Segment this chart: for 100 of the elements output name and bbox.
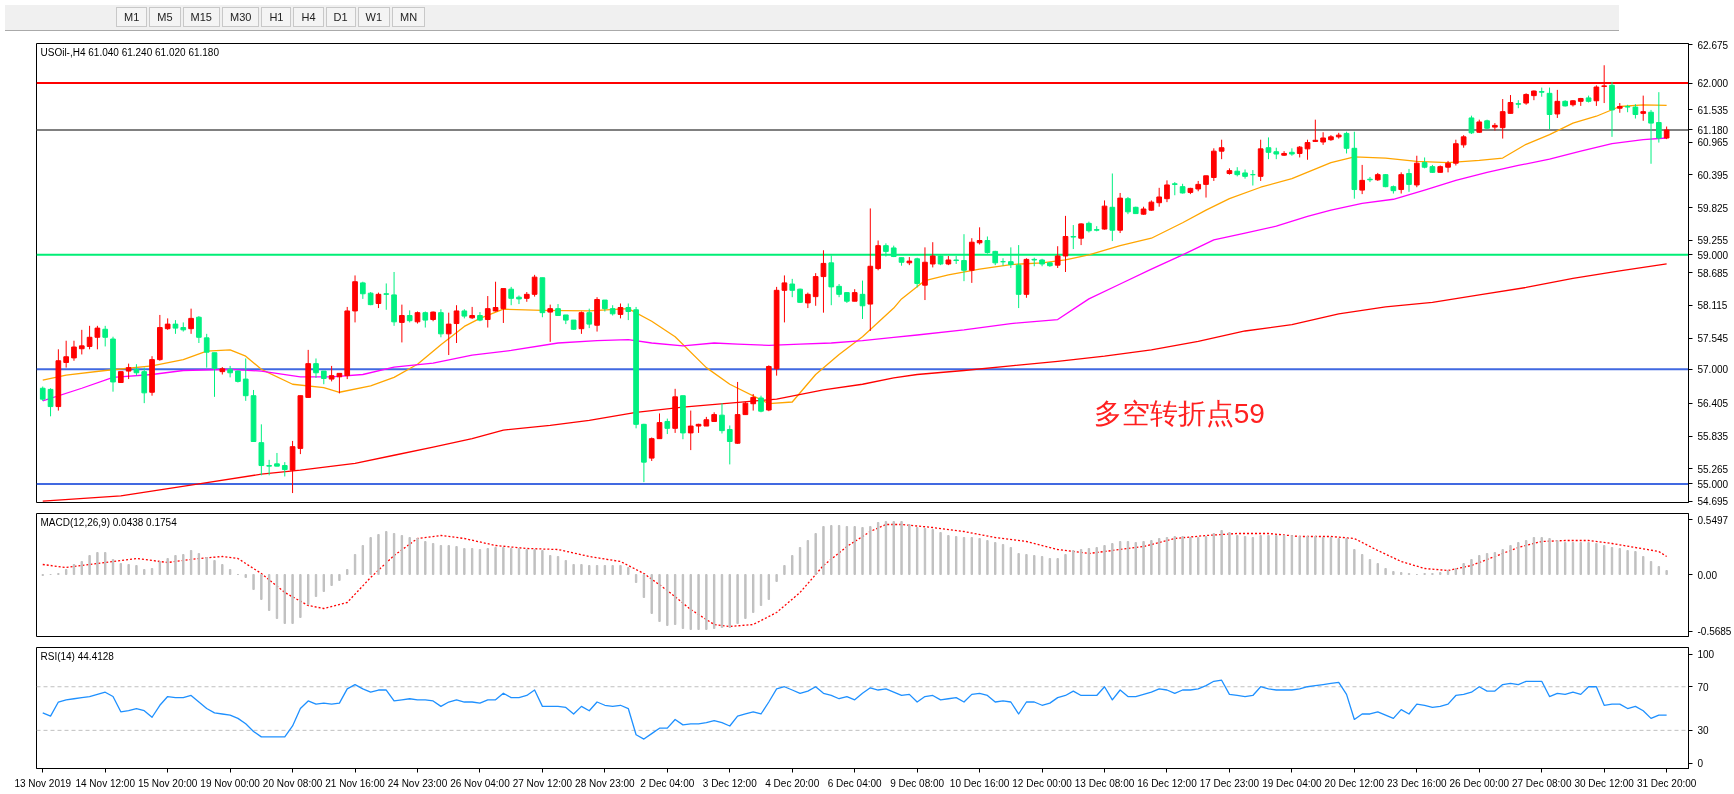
- text: W1: [357, 7, 391, 27]
- candlestick: [726, 424, 733, 465]
- candlestick: [781, 274, 788, 323]
- x-tick-label: 23 Dec 16:00: [1387, 777, 1447, 789]
- candlestick: [78, 329, 85, 355]
- candlestick: [531, 274, 538, 298]
- x-tick-label: 13 Nov 2019: [14, 777, 72, 789]
- candlestick: [1507, 94, 1514, 114]
- x-tick-label: 10 Dec 16:00: [949, 777, 1010, 789]
- x-tick-label: 30 Dec 12:00: [1574, 777, 1635, 789]
- x-tick-label: 3 Dec 12:00: [702, 777, 758, 789]
- text: H4: [293, 7, 324, 27]
- candlestick: [1492, 122, 1498, 132]
- text: M15: [182, 7, 220, 27]
- candlestick: [445, 312, 452, 356]
- x-tick-label: 19 Nov 00:00: [200, 777, 261, 789]
- y-tick-label: 59.255: [1697, 235, 1729, 247]
- candlestick: [1265, 136, 1272, 160]
- candlestick: [1078, 222, 1084, 246]
- y-tick-label: 58.115: [1697, 300, 1728, 312]
- y-tick-label: 0.5497: [1697, 514, 1729, 526]
- text: D1: [325, 7, 356, 27]
- x-tick-label: 15 Nov 20:00: [137, 777, 198, 789]
- candlestick: [1343, 131, 1350, 154]
- ref-line-label: 55.000: [1697, 478, 1729, 490]
- text: M5: [149, 7, 181, 27]
- candlestick: [313, 357, 319, 379]
- candlestick: [71, 340, 77, 362]
- candlestick: [1398, 171, 1405, 195]
- candlestick: [242, 357, 249, 402]
- candlestick: [1453, 139, 1459, 166]
- candlestick: [687, 410, 694, 451]
- candlestick: [1054, 245, 1061, 269]
- ref-line-label: 57.000: [1697, 364, 1729, 376]
- candlestick: [1445, 160, 1451, 173]
- candlestick: [399, 304, 405, 343]
- candlestick: [1101, 199, 1108, 231]
- ref-line-label: 61.180: [1697, 124, 1729, 136]
- candlestick: [1648, 109, 1654, 165]
- candlestick: [875, 240, 881, 271]
- candlestick: [258, 423, 265, 476]
- candlestick: [1320, 131, 1326, 146]
- y-tick-label: 55.835: [1697, 431, 1729, 443]
- x-tick-label: 31 Dec 20:00: [1636, 777, 1697, 789]
- ref-line-label: 59.000: [1697, 249, 1729, 261]
- ref-line-label: 62.000: [1697, 78, 1729, 90]
- candlestick: [383, 282, 390, 311]
- y-tick-label: 100: [1697, 649, 1715, 661]
- candlestick: [141, 367, 148, 404]
- candlestick: [1070, 224, 1077, 250]
- text: M30: [221, 7, 260, 27]
- candlestick: [1289, 147, 1295, 157]
- candlestick: [1468, 115, 1475, 135]
- x-tick-label: 16 Dec 12:00: [1137, 777, 1198, 789]
- x-tick-label: 28 Nov 23:00: [575, 777, 636, 789]
- x-tick-label: 27 Nov 12:00: [512, 777, 573, 789]
- candlestick: [484, 295, 491, 329]
- candlestick: [1164, 179, 1170, 203]
- text: M1: [116, 7, 148, 27]
- y-tick-label: 62.675: [1697, 39, 1729, 51]
- y-tick-label: 30: [1697, 725, 1710, 737]
- y-tick-label: -0.5685: [1697, 626, 1732, 638]
- candlestick: [547, 304, 554, 343]
- candlestick: [719, 402, 725, 434]
- y-tick-label: 56.405: [1697, 398, 1729, 410]
- candlestick: [203, 333, 210, 369]
- candlestick: [1413, 155, 1420, 188]
- x-tick-label: 4 Dec 20:00: [765, 777, 820, 789]
- candlestick: [453, 304, 460, 344]
- candlestick: [656, 412, 663, 440]
- y-tick-label: 59.825: [1697, 202, 1729, 214]
- candlestick: [1359, 164, 1365, 195]
- y-tick-label: 60.395: [1697, 169, 1729, 181]
- text: H1: [261, 7, 292, 27]
- y-tick-label: 61.535: [1697, 104, 1729, 116]
- y-tick-label: 54.695: [1697, 496, 1729, 508]
- candlestick: [274, 452, 280, 467]
- y-tick-label: 0.00: [1697, 569, 1718, 581]
- x-tick-label: 20 Nov 08:00: [262, 777, 323, 789]
- candlestick: [922, 246, 928, 301]
- y-tick-label: 57.545: [1697, 333, 1729, 345]
- x-tick-label: 19 Dec 04:00: [1262, 777, 1323, 789]
- candlestick: [469, 306, 475, 320]
- y-tick-label: 70: [1697, 681, 1710, 693]
- candlestick: [1109, 173, 1116, 242]
- candlestick: [789, 278, 796, 298]
- candlestick: [516, 294, 522, 305]
- candlestick: [1406, 168, 1412, 193]
- x-tick-label: 12 Dec 00:00: [1012, 777, 1073, 789]
- x-tick-label: 9 Dec 08:00: [890, 777, 945, 789]
- chart-title: USOil-,H4 61.040 61.240 61.020 61.180: [40, 46, 220, 58]
- y-tick-label: 60.965: [1697, 137, 1729, 149]
- candlestick: [1062, 215, 1069, 273]
- text: MN: [392, 7, 426, 27]
- candlestick: [1499, 98, 1506, 140]
- candlestick: [1655, 91, 1662, 144]
- candlestick: [86, 325, 93, 350]
- candlestick: [227, 365, 233, 378]
- x-tick-label: 20 Dec 12:00: [1324, 777, 1385, 789]
- candlestick: [1640, 95, 1647, 122]
